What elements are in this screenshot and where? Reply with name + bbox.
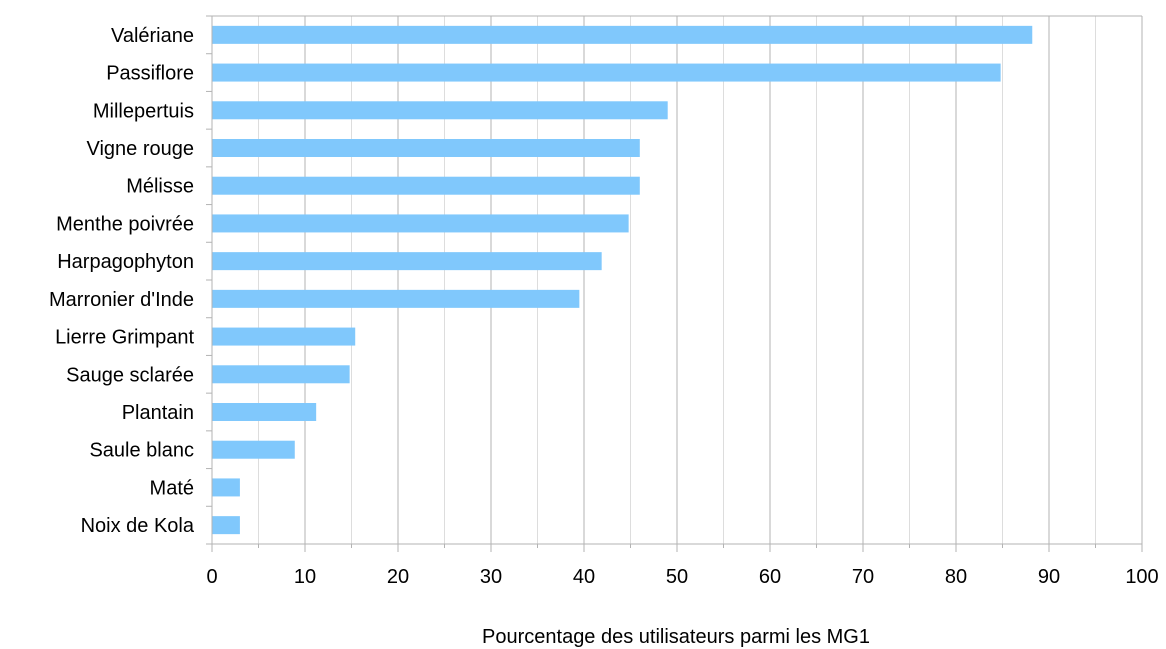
- bar: [212, 327, 356, 346]
- x-tick-label: 100: [1125, 566, 1158, 588]
- category-label: Menthe poivrée: [56, 213, 194, 235]
- bar: [212, 101, 668, 120]
- x-tick-label: 0: [206, 566, 217, 588]
- bar: [212, 516, 240, 535]
- category-label: Valériane: [111, 25, 194, 47]
- x-tick-label: 60: [759, 566, 781, 588]
- category-labels: Valériane Passiflore Millepertuis Vigne rou…: [49, 25, 195, 537]
- category-label: Saule blanc: [89, 440, 194, 462]
- bar: [212, 63, 1001, 82]
- x-tick-label: 20: [387, 566, 409, 588]
- x-tick-label: 30: [480, 566, 502, 588]
- x-tick-label: 50: [666, 566, 688, 588]
- bar: [212, 289, 580, 308]
- bar: [212, 139, 640, 157]
- category-label: Marronier d'Inde: [49, 289, 194, 311]
- x-tick-label: 70: [852, 566, 874, 588]
- x-tick-label: 40: [573, 566, 595, 588]
- category-label: Harpagophyton: [57, 251, 194, 273]
- bar: [212, 478, 240, 497]
- bar: [212, 440, 295, 459]
- bar: [212, 403, 317, 421]
- bar: [212, 176, 640, 195]
- axes: [206, 15, 1143, 552]
- x-tick-label: 10: [294, 566, 316, 588]
- bar: [212, 25, 1033, 44]
- category-label: Mélisse: [126, 176, 194, 198]
- category-label: Lierre Grimpant: [55, 327, 194, 349]
- category-label: Millepertuis: [93, 100, 194, 122]
- x-tick-labels: 0 10 20 30 40 50 60 70 80 90 100: [206, 566, 1158, 588]
- category-label: Plantain: [122, 402, 194, 424]
- x-tick-label: 90: [1038, 566, 1060, 588]
- x-axis-title: Pourcentage des utilisateurs parmi les M…: [482, 626, 870, 648]
- category-label: Vigne rouge: [87, 138, 195, 160]
- bar: [212, 252, 602, 271]
- category-label: Passiflore: [106, 63, 194, 85]
- category-label: Sauge sclarée: [66, 364, 194, 386]
- bar: [212, 365, 350, 384]
- category-label: Maté: [150, 477, 194, 499]
- bar: [212, 214, 629, 233]
- x-tick-label: 80: [945, 566, 967, 588]
- grid-lines: [212, 15, 1143, 544]
- category-label: Noix de Kola: [81, 515, 195, 537]
- bars: [212, 25, 1033, 535]
